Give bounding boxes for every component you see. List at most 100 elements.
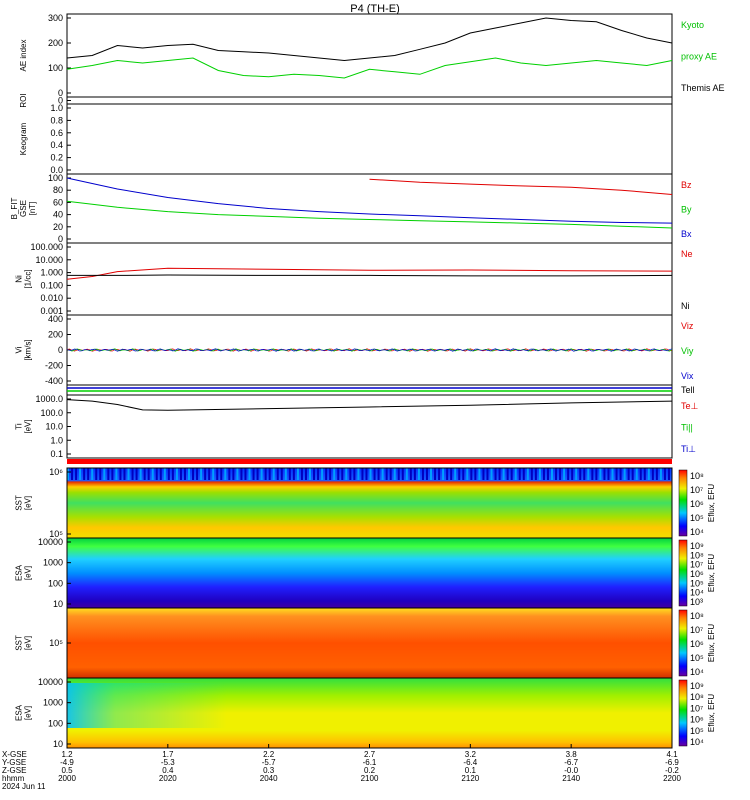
bfit-ylabel: [nT] bbox=[28, 202, 37, 216]
esa_e-ylabel: [eV] bbox=[24, 566, 33, 580]
sst-e-stripe bbox=[462, 468, 465, 480]
xaxis-tick-x: 3.8 bbox=[566, 750, 578, 759]
velocity-series-blue bbox=[66, 348, 673, 352]
sst-e-stripe bbox=[627, 468, 630, 480]
bfit-ytick: 0 bbox=[58, 234, 63, 244]
ae-legend-black: Themis AE bbox=[681, 83, 725, 93]
xaxis-tick-y: -5.3 bbox=[161, 758, 175, 767]
sst-e-stripe bbox=[446, 468, 449, 480]
xaxis-tick-x: 2.2 bbox=[263, 750, 275, 759]
ti-ylabel: [eV] bbox=[24, 419, 33, 433]
keogram-ytick: 0.4 bbox=[50, 140, 63, 150]
sst-e-stripe bbox=[248, 468, 251, 480]
keogram-ytick: 0.0 bbox=[50, 165, 63, 175]
sst-e-stripe bbox=[635, 468, 638, 480]
xaxis-tick-x: 1.2 bbox=[61, 750, 73, 759]
sst-e-stripe bbox=[591, 468, 594, 480]
sst-e-stripe bbox=[325, 468, 328, 480]
sst-e-stripe bbox=[139, 468, 142, 480]
sst-e-stripe bbox=[99, 468, 102, 480]
ti-ytick: 10.0 bbox=[45, 422, 63, 432]
sst-e-stripe bbox=[438, 468, 441, 480]
sst-e-stripe bbox=[216, 468, 219, 480]
vi-ytick: -400 bbox=[45, 376, 63, 386]
esa_e-ytick: 10 bbox=[53, 599, 63, 609]
sst-e-stripe bbox=[260, 468, 263, 480]
esa_e-cbar-tick: 10⁸ bbox=[690, 550, 704, 560]
ae-frame bbox=[66, 13, 673, 98]
sst_e-ytick: 10⁶ bbox=[49, 467, 63, 477]
sst-e-stripe bbox=[430, 468, 433, 480]
sst-e-stripe bbox=[369, 468, 372, 480]
bfit-series-blue bbox=[66, 177, 673, 224]
sst_e-cbar-tick: 10⁴ bbox=[690, 527, 704, 537]
roi-frame bbox=[66, 96, 673, 105]
xaxis-tick-x: 4.1 bbox=[666, 750, 678, 759]
sst-e-stripe bbox=[522, 468, 525, 480]
esa_e-spectrogram bbox=[67, 538, 672, 608]
ti-legend-green: Ti|| bbox=[681, 423, 693, 433]
sst_i-cbar-tick: 10⁶ bbox=[690, 639, 704, 649]
bfit-ytick: 60 bbox=[53, 197, 63, 207]
vi-ylabel: Vi bbox=[15, 346, 24, 353]
keogram-ytick: 0.8 bbox=[50, 115, 63, 125]
sst-e-stripe bbox=[107, 468, 110, 480]
sst-e-stripe bbox=[401, 468, 404, 480]
sst-e-stripe bbox=[212, 468, 215, 480]
sst-e-stripe bbox=[337, 468, 340, 480]
sst-e-stripe bbox=[345, 468, 348, 480]
sst-e-stripe bbox=[91, 468, 94, 480]
esa_i-cbar-tick: 10⁹ bbox=[690, 681, 704, 691]
esa_e-cbar-tick: 10⁴ bbox=[690, 588, 704, 598]
sst-e-stripe bbox=[159, 468, 162, 480]
ni-ytick: 100.000 bbox=[30, 242, 63, 252]
sst-e-stripe bbox=[405, 468, 408, 480]
vi-legend-red: Viz bbox=[681, 321, 694, 331]
sst-e-stripe bbox=[256, 468, 259, 480]
sst-e-stripe bbox=[204, 468, 207, 480]
bfit-ytick: 80 bbox=[53, 185, 63, 195]
bfit-legend-blue: Bx bbox=[681, 229, 692, 239]
sst-e-stripe bbox=[317, 468, 320, 480]
sst-e-stripe bbox=[611, 468, 614, 480]
sst-e-stripe bbox=[365, 468, 368, 480]
sst-e-stripe bbox=[151, 468, 154, 480]
esa_e-ylabel: ESA bbox=[15, 564, 24, 581]
xaxis-row-label: Z-GSE bbox=[2, 766, 26, 775]
sst-e-stripe bbox=[284, 468, 287, 480]
xaxis-tick-t: 2040 bbox=[260, 774, 278, 783]
xaxis-tick-z: 0.4 bbox=[162, 766, 174, 775]
sst-e-stripe bbox=[127, 468, 130, 480]
ti-ylabel: Ti bbox=[15, 423, 24, 430]
sst-e-stripe bbox=[135, 468, 138, 480]
sst-e-stripe bbox=[304, 468, 307, 480]
sst-e-stripe bbox=[296, 468, 299, 480]
sst-e-stripe bbox=[413, 468, 416, 480]
ti-ytick: 0.1 bbox=[50, 449, 63, 459]
sst-e-stripe bbox=[143, 468, 146, 480]
esa_e-cbar-label: Eflux, EFU bbox=[707, 554, 716, 592]
sst_e-colorbar bbox=[678, 469, 688, 537]
sst-e-stripe bbox=[587, 468, 590, 480]
sst-e-stripe bbox=[103, 468, 106, 480]
sst-e-stripe bbox=[220, 468, 223, 480]
sst-e-stripe bbox=[393, 468, 396, 480]
sst-e-stripe bbox=[268, 468, 271, 480]
keogram-ylabel: Keogram bbox=[19, 122, 28, 155]
sst-e-stripe bbox=[542, 468, 545, 480]
sst-e-stripe bbox=[567, 468, 570, 480]
sst_i-ylabel: [eV] bbox=[24, 636, 33, 650]
sst-e-stripe bbox=[655, 468, 658, 480]
vi-ytick: 0 bbox=[58, 345, 63, 355]
sst-e-stripe bbox=[280, 468, 283, 480]
sst-e-stripe bbox=[595, 468, 598, 480]
esa_e-ytick: 100 bbox=[48, 578, 63, 588]
xaxis-tick-y: -4.9 bbox=[60, 758, 74, 767]
sst-e-stripe bbox=[551, 468, 554, 480]
sst-e-stripe bbox=[466, 468, 469, 480]
sst_i-cbar-tick: 10⁴ bbox=[690, 667, 704, 677]
sst-e-stripe bbox=[147, 468, 150, 480]
sst-e-stripe bbox=[615, 468, 618, 480]
sst-e-stripe bbox=[647, 468, 650, 480]
